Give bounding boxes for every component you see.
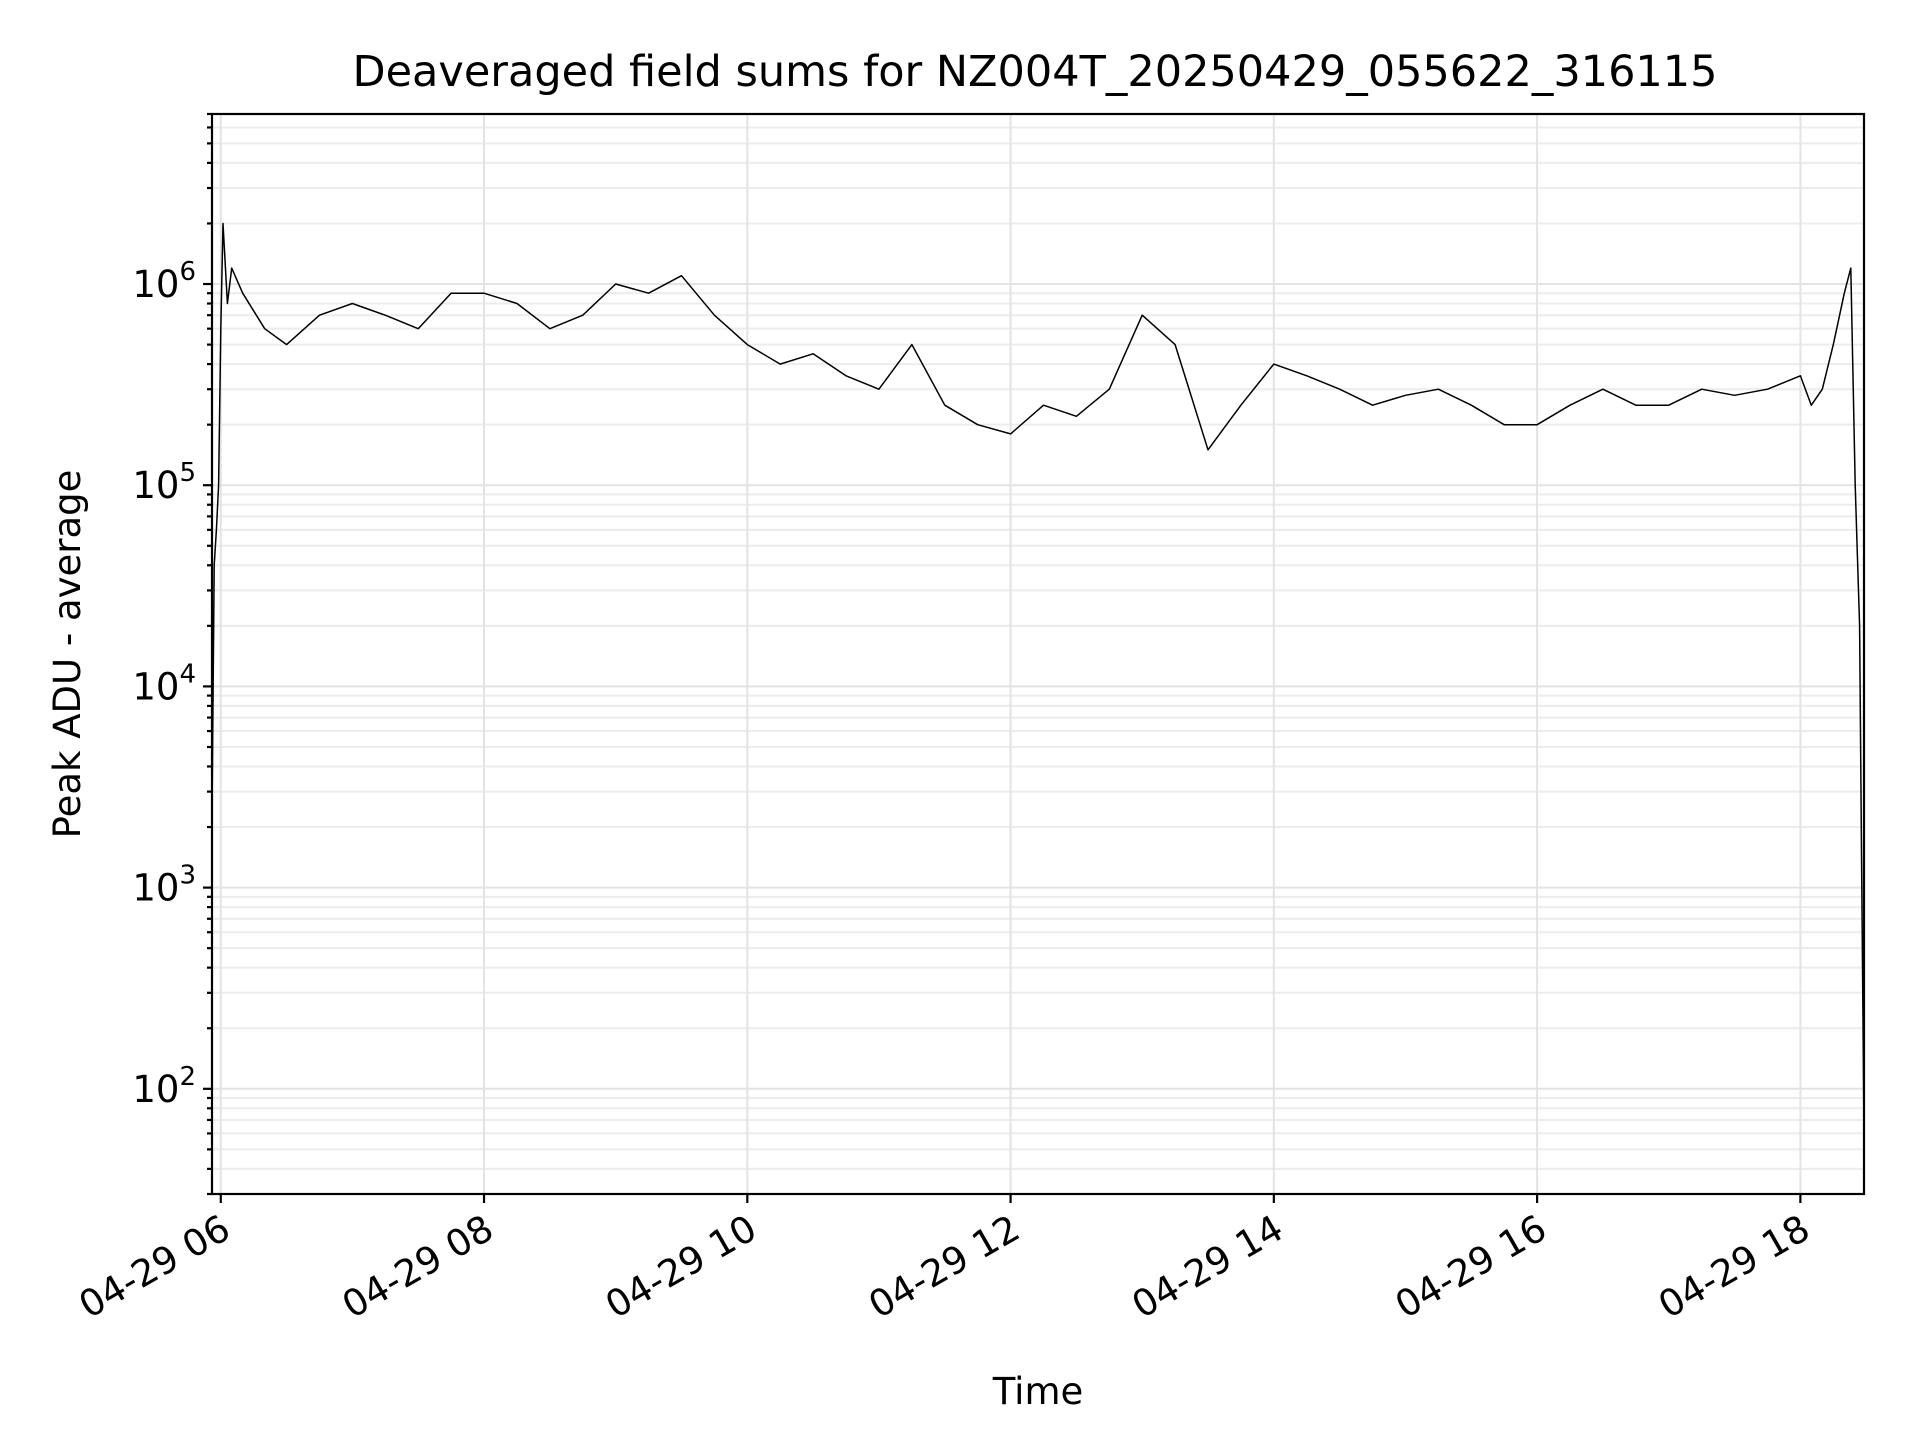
x-axis-label: Time bbox=[992, 1370, 1084, 1413]
y-tick-label: 104 bbox=[132, 659, 196, 708]
y-tick-label: 105 bbox=[132, 458, 196, 507]
y-tick-label: 106 bbox=[132, 257, 196, 306]
plot-frame bbox=[210, 112, 1866, 1196]
y-tick-label: 103 bbox=[132, 861, 196, 910]
series-layer bbox=[211, 222, 1865, 1134]
y-axis-label: Peak ADU - average bbox=[46, 470, 89, 839]
y-tick-label: 102 bbox=[132, 1062, 196, 1111]
axis-ticks bbox=[203, 112, 1802, 1203]
y-tick-labels: 102 103 104 105 106 bbox=[132, 257, 196, 1111]
chart-title: Deaveraged field sums for NZ004T_2025042… bbox=[352, 47, 1717, 97]
series-line bbox=[211, 222, 1865, 1134]
grid-lines bbox=[212, 113, 1864, 1195]
